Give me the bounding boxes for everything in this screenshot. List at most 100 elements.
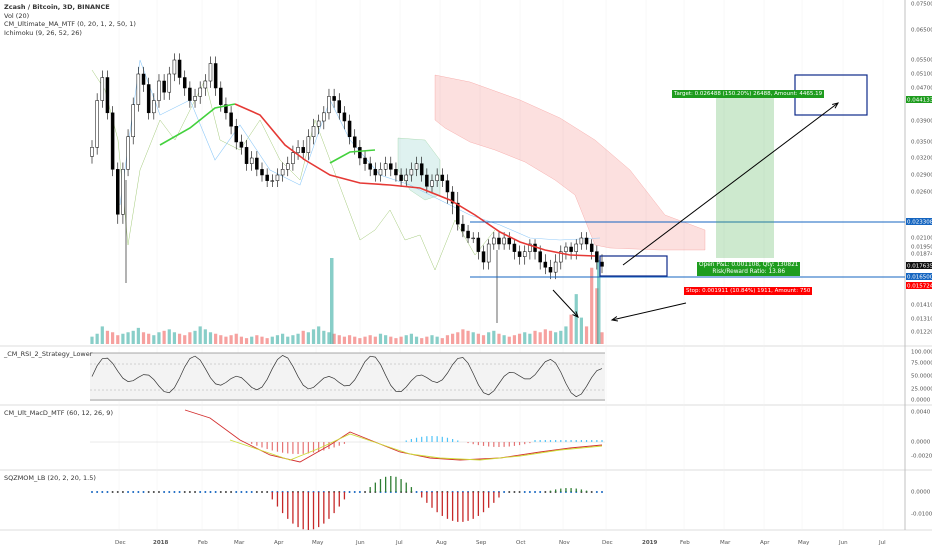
volume-bar [239, 336, 243, 344]
time-axis-tick: Feb [680, 540, 690, 546]
volume-bar [399, 336, 403, 344]
candle-body [239, 141, 244, 148]
volume-bar [203, 329, 207, 344]
volume-bar [394, 338, 398, 344]
volume-bar [451, 333, 455, 344]
squeeze-dot [595, 491, 598, 493]
squeeze-dot [534, 491, 537, 493]
price-axis-tick: 0.047000 [911, 86, 932, 92]
volume-bar [497, 333, 501, 344]
candle-body [213, 63, 218, 89]
squeeze-dot [96, 491, 99, 493]
volume-bar [389, 336, 393, 344]
volume-bar [291, 335, 295, 344]
projection-arrow [622, 102, 839, 266]
volume-bar [430, 335, 434, 344]
candle-body [116, 169, 120, 215]
volume-bar [492, 330, 496, 344]
volume-bar [564, 326, 568, 344]
squeeze-dot [590, 491, 593, 493]
squeeze-dot [544, 491, 547, 493]
signal-line [229, 433, 603, 461]
squeeze-dot [601, 491, 603, 493]
time-axis-tick: May [798, 540, 810, 546]
rsi-band [90, 353, 605, 401]
candle-body [528, 243, 532, 252]
volume-bar [600, 332, 604, 344]
volume-bar [317, 326, 321, 344]
volume-bar [219, 335, 223, 344]
squeeze-dot [163, 491, 166, 493]
candle-body [260, 169, 264, 176]
squeeze-dot [503, 491, 506, 493]
volume-bar [105, 330, 110, 344]
macd-axis-tick: 0.0040 [911, 410, 931, 416]
volume-bar [177, 333, 182, 344]
price-axis-tick: 0.051000 [911, 72, 932, 78]
candle-body [579, 237, 584, 245]
candle-body [471, 237, 475, 240]
volume-bar [368, 335, 372, 344]
volume-bar [353, 336, 357, 344]
volume-arrow-left-head [572, 311, 579, 318]
volume-bar [152, 335, 156, 344]
ichimoku-cloud-bearish [434, 74, 706, 251]
volume-arrow-right [611, 302, 687, 321]
open-pnl-text: Open P&L: 0.001108, Qty: 130821 [699, 262, 799, 268]
time-axis-tick: Feb [198, 540, 208, 546]
candle-body [476, 237, 481, 252]
squeeze-dot [235, 491, 238, 493]
volume-bar [162, 330, 166, 344]
candle-body [337, 100, 342, 114]
squeeze-dot [266, 491, 269, 493]
volume-bar [260, 336, 264, 344]
volume-bar [121, 333, 125, 344]
volume-bar [322, 330, 326, 344]
time-axis-tick: Nov [559, 540, 570, 546]
candle-body [311, 126, 316, 137]
squeeze-dot [250, 491, 253, 493]
volume-bar [167, 329, 171, 344]
volume-bar [414, 336, 419, 344]
time-axis-tick: Jul [395, 540, 403, 546]
candle-body [517, 251, 522, 257]
volume-bar [538, 332, 542, 344]
volume-bar [157, 332, 161, 344]
candle-body [461, 223, 465, 232]
price-tag-bg [906, 96, 932, 103]
candle-body [136, 73, 141, 105]
price-axis-tick: 0.016500 [907, 275, 932, 281]
squeeze-dot [539, 491, 542, 493]
price-axis-tick: 0.026000 [911, 190, 932, 196]
candle-body [363, 157, 367, 164]
time-axis-tick: Mar [234, 540, 245, 546]
volume-bar [311, 329, 316, 344]
rsi-axis-tick: 0.0000 [911, 398, 931, 404]
price-axis-tick: 0.015724 [907, 284, 932, 290]
volume-bar [584, 326, 589, 344]
time-axis-tick: Jul [878, 540, 886, 546]
ichimoku-lagging-span [91, 69, 496, 271]
volume-bar [116, 335, 120, 344]
risk-reward-text: Risk/Reward Ratio: 13.86 [712, 269, 786, 275]
time-axis-tick: 2018 [153, 540, 168, 546]
symbol-legend: Zcash / Bitcoin, 3D, BINANCE Vol (20) CM… [4, 3, 136, 37]
candle-body [512, 243, 517, 252]
volume-spike-bar [597, 260, 601, 344]
price-axis-tick: 0.012200 [911, 330, 932, 336]
rsi-axis-tick: 50.0000 [911, 374, 932, 380]
candle-body [203, 80, 208, 89]
volume-bar [476, 333, 480, 344]
candle-body [553, 261, 558, 273]
squeeze-dot [188, 491, 191, 493]
candle-body [219, 87, 223, 105]
rsi-line [91, 354, 603, 398]
candle-body [131, 104, 135, 137]
candle-body [141, 73, 146, 85]
volume-bar [90, 336, 94, 344]
candle-body [306, 136, 311, 153]
time-axis-tick: Apr [760, 540, 770, 546]
study-vol: Vol (20) [4, 11, 30, 20]
entry-box [599, 255, 668, 277]
volume-bar [358, 338, 362, 344]
